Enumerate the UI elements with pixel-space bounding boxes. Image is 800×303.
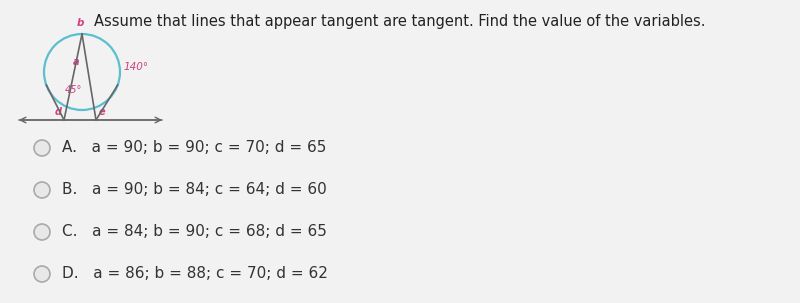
Text: D.   a = 86; b = 88; c = 70; d = 62: D. a = 86; b = 88; c = 70; d = 62 (62, 267, 328, 281)
Text: B.   a = 90; b = 84; c = 64; d = 60: B. a = 90; b = 84; c = 64; d = 60 (62, 182, 326, 198)
Text: A.   a = 90; b = 90; c = 70; d = 65: A. a = 90; b = 90; c = 70; d = 65 (62, 141, 326, 155)
Text: C.   a = 84; b = 90; c = 68; d = 65: C. a = 84; b = 90; c = 68; d = 65 (62, 225, 327, 239)
Text: d: d (54, 107, 62, 117)
Circle shape (34, 266, 50, 282)
Text: 140°: 140° (123, 62, 148, 72)
Circle shape (34, 140, 50, 156)
Circle shape (34, 224, 50, 240)
Text: Assume that lines that appear tangent are tangent. Find the value of the variabl: Assume that lines that appear tangent ar… (94, 14, 706, 29)
Circle shape (34, 182, 50, 198)
Text: e: e (98, 107, 106, 117)
Text: 45°: 45° (66, 85, 82, 95)
Text: b: b (76, 18, 84, 28)
Text: a: a (73, 57, 79, 67)
